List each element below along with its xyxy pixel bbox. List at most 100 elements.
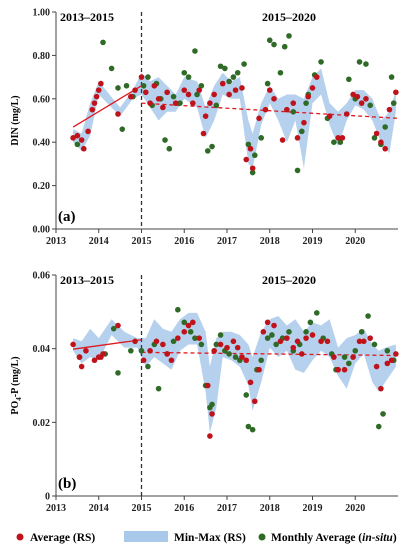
rs-point: [277, 338, 284, 345]
insitu-point: [128, 347, 134, 354]
legend-band-marker: [124, 531, 168, 542]
rs-point: [309, 85, 316, 91]
rs-point: [91, 357, 98, 364]
rs-point: [196, 87, 203, 93]
rs-point: [172, 100, 179, 106]
rs-point: [98, 80, 104, 87]
insitu-point: [303, 329, 309, 335]
insitu-point: [115, 370, 121, 376]
rs-point: [294, 135, 301, 141]
insitu-point: [155, 385, 162, 392]
legend-insitu-marker: [258, 533, 266, 541]
rs-point: [160, 341, 166, 348]
insitu-point: [192, 48, 198, 54]
rs-point: [256, 115, 262, 122]
period-label-right: 2015–2020: [262, 273, 316, 287]
rs-point: [168, 357, 175, 364]
rs-point: [324, 338, 331, 345]
x-tick-label: 2013: [46, 503, 66, 514]
y-tick-label: 0.60: [33, 94, 51, 105]
rs-point: [243, 156, 250, 163]
rs-point: [80, 145, 87, 152]
x-tick-label: 2020: [345, 236, 365, 247]
rs-point: [185, 91, 192, 98]
rs-point: [358, 100, 365, 106]
insitu-point: [258, 135, 265, 141]
rs-point: [153, 338, 160, 345]
x-tick-label: 2015: [132, 236, 152, 247]
insitu-point: [371, 341, 378, 348]
insitu-point: [115, 85, 121, 91]
insitu-point: [290, 109, 297, 115]
period-label-right: 2015–2020: [262, 10, 316, 24]
legend-rs-label: Average (RS): [30, 532, 95, 544]
insitu-point: [313, 310, 320, 316]
insitu-point: [123, 82, 130, 89]
insitu-point: [198, 82, 205, 89]
rs-point: [132, 87, 138, 93]
rs-point: [354, 93, 361, 100]
rs-point: [85, 128, 91, 135]
rs-point: [155, 96, 162, 102]
insitu-point: [140, 82, 147, 89]
panel-a-chart: 0.00 0.20 0.40 0.60 0.80 1.00 2013 2014 2015 2016…: [10, 8, 399, 247]
insitu-point: [245, 423, 252, 430]
rs-point: [230, 338, 237, 345]
rs-point: [271, 322, 277, 329]
insitu-point: [187, 329, 194, 335]
minmax-band: [73, 68, 396, 169]
rs-point: [309, 332, 316, 338]
rs-point: [290, 344, 297, 351]
rs-point: [243, 357, 250, 364]
rs-point: [217, 341, 224, 348]
x-tick-label: 2014: [89, 503, 109, 514]
rs-point: [313, 74, 320, 80]
insitu-point: [367, 102, 374, 109]
rs-point: [256, 366, 262, 373]
y-tick-label: 0.20: [33, 181, 51, 192]
rs-point: [363, 96, 369, 102]
rs-point: [335, 366, 341, 373]
insitu-point: [170, 93, 177, 100]
rs-point: [211, 347, 217, 354]
insitu-point: [170, 338, 177, 345]
insitu-point: [363, 61, 369, 67]
y-axis-label: PO4-P (mg/L): [10, 356, 23, 414]
rs-point: [266, 87, 273, 93]
rs-point: [196, 335, 203, 341]
insitu-point: [204, 148, 211, 154]
insitu-point: [307, 319, 314, 326]
insitu-point: [277, 69, 284, 76]
insitu-point: [358, 329, 365, 335]
rs-point: [382, 145, 388, 152]
insitu-point: [384, 347, 391, 354]
rs-point: [190, 100, 196, 106]
panel-letter: (b): [58, 476, 76, 492]
rs-point: [339, 135, 346, 141]
x-tick-label: 2017: [217, 503, 237, 514]
y-tick-label: 1.00: [33, 8, 51, 19]
insitu-point: [318, 59, 324, 65]
insitu-point: [166, 145, 173, 152]
insitu-point: [74, 141, 81, 148]
rs-point: [341, 366, 348, 373]
insitu-point: [356, 59, 363, 65]
rs-point: [386, 106, 393, 113]
rs-point: [232, 87, 239, 93]
rs-point: [100, 351, 106, 357]
y-tick-label: 0.00: [33, 225, 51, 236]
x-tick-label: 2016: [174, 503, 194, 514]
rs-point: [294, 338, 301, 345]
insitu-point: [100, 39, 106, 46]
insitu-point: [162, 137, 168, 143]
trend-line-dashed: [141, 102, 399, 119]
rs-point: [384, 360, 391, 367]
y-tick-label: 0.02: [33, 418, 51, 429]
rs-point: [301, 119, 307, 126]
insitu-point: [382, 124, 388, 130]
insitu-point: [226, 78, 232, 85]
insitu-point: [337, 139, 344, 145]
rs-point: [247, 145, 254, 152]
insitu-point: [213, 102, 220, 109]
